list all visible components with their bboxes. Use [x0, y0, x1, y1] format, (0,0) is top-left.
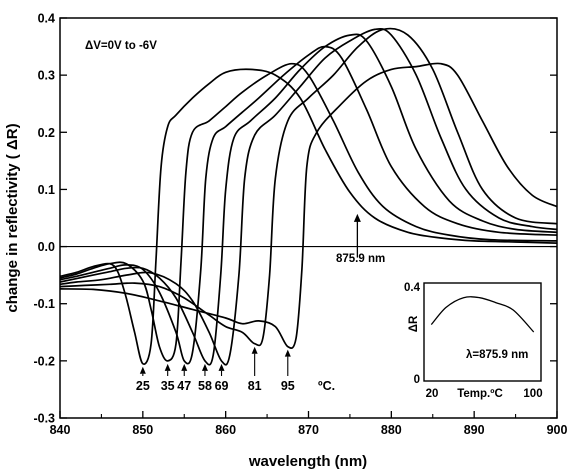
x-tick-label: 880	[381, 423, 402, 437]
x-tick-label: 900	[547, 423, 568, 437]
inset-wavelength-label: λ=875.9 nm	[466, 349, 528, 361]
temp-arrowhead	[164, 363, 171, 371]
y-tick-label: -0.2	[33, 354, 55, 368]
inset-x-tick-right: 100	[523, 388, 542, 400]
x-tick-label: 840	[50, 423, 71, 437]
wavelength-marker-arrowhead	[353, 213, 361, 222]
y-axis-ticks: -0.3 -0.2 -0.1 0.0 0.1 0.2 0.3 0.4	[33, 12, 557, 426]
series-line-69	[59, 27, 558, 366]
x-tick-label: 890	[464, 423, 485, 437]
inset-chart: 0.4 0 ΔR 20 100 Temp.ºC λ=875.9 nm	[404, 282, 543, 400]
temp-label-47: 47	[177, 379, 191, 393]
x-tick-label: 860	[215, 423, 236, 437]
y-tick-label: 0.3	[38, 69, 55, 83]
y-axis-title: change in reflectivity ( ΔR)	[4, 123, 21, 312]
series-line-47	[59, 45, 558, 365]
temp-label-69: 69	[215, 379, 229, 393]
y-tick-label: 0.1	[38, 183, 55, 197]
series-line-58	[59, 33, 558, 366]
inset-y-tick-top: 0.4	[404, 282, 421, 294]
temp-label-35: 35	[161, 379, 175, 393]
temp-arrowhead	[218, 363, 225, 371]
temp-label-81: 81	[248, 379, 262, 393]
y-tick-label: -0.1	[33, 297, 55, 311]
inset-y-label: ΔR	[408, 315, 420, 332]
temp-label-58: 58	[198, 379, 212, 393]
inset-curve	[430, 296, 535, 333]
y-tick-label: 0.4	[38, 12, 55, 26]
series-curves	[59, 27, 558, 366]
temp-arrowhead	[139, 366, 146, 374]
temperature-labels: 25 35 47 58 69 81 95	[136, 346, 295, 393]
temp-label-95: 95	[281, 379, 295, 393]
inset-frame	[423, 282, 542, 382]
y-tick-label: 0.0	[38, 240, 55, 254]
x-axis-ticks: 840 850 860 870 880 890 900	[50, 411, 568, 437]
voltage-annotation: ΔV=0V to -6V	[85, 40, 157, 52]
series-line-81	[59, 27, 558, 347]
wavelength-marker-label: 875.9 nm	[336, 253, 385, 265]
series-line-25	[59, 68, 558, 365]
x-axis-title: wavelength (nm)	[248, 453, 367, 470]
x-tick-label: 850	[132, 423, 153, 437]
series-line-95	[59, 62, 558, 349]
y-tick-label: -0.3	[33, 412, 55, 426]
temp-arrowhead	[181, 363, 188, 371]
temp-arrowhead	[284, 349, 291, 357]
inset-x-label: Temp.ºC	[457, 388, 503, 400]
temperature-unit-label: ºC.	[318, 379, 335, 393]
y-tick-label: 0.2	[38, 126, 55, 140]
inset-x-tick-left: 20	[426, 388, 439, 400]
temp-arrowhead	[251, 346, 258, 354]
x-tick-label: 870	[298, 423, 319, 437]
temp-label-25: 25	[136, 379, 150, 393]
temp-arrowhead	[201, 363, 208, 371]
inset-y-tick-bottom: 0	[414, 374, 420, 386]
